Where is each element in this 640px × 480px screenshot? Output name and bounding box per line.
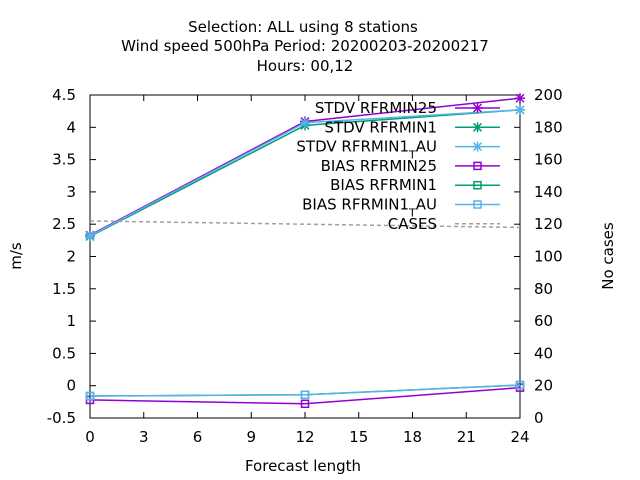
legend-label: CASES — [388, 215, 437, 233]
y-tick-label: 2 — [66, 248, 76, 266]
legend-label: BIAS RFRMIN25 — [321, 157, 437, 175]
y2-tick-label: 120 — [534, 215, 563, 233]
series-point — [300, 399, 310, 409]
x-tick-label: 24 — [510, 428, 529, 446]
chart-title-line-2: Wind speed 500hPa Period: 20200203-20200… — [121, 37, 489, 55]
x-tick-label: 21 — [457, 428, 476, 446]
series-point — [300, 117, 310, 128]
series-point — [300, 390, 310, 399]
y-tick-label: 1 — [66, 312, 76, 330]
series-point — [473, 180, 482, 190]
x-tick-label: 18 — [403, 428, 422, 446]
y2-tick-label: 160 — [534, 151, 563, 169]
y2-tick-label: 100 — [534, 248, 563, 266]
series-point — [472, 103, 483, 113]
legend-label: BIAS RFRMIN1TAU — [302, 196, 437, 220]
y-tick-label: 4.5 — [52, 86, 76, 104]
y-tick-label: 3.5 — [52, 151, 76, 169]
series-line — [89, 384, 521, 397]
y-tick-label: 4 — [66, 118, 76, 136]
y-tick-label: 0 — [66, 377, 76, 395]
legend-label: STDV RFRMIN1TAU — [296, 138, 437, 162]
series-point — [85, 391, 95, 401]
x-tick-label: 3 — [139, 428, 149, 446]
x-tick-label: 6 — [193, 428, 203, 446]
chart-title-line-3: Hours: 00,12 — [257, 57, 354, 75]
chart-title-line-1: Selection: ALL using 8 stations — [188, 18, 418, 36]
y2-tick-label: 200 — [534, 86, 563, 104]
series-point — [515, 380, 525, 390]
y2-tick-label: 180 — [534, 118, 563, 136]
y2-tick-label: 60 — [534, 312, 553, 330]
series-6 — [89, 220, 521, 229]
series-point — [473, 200, 482, 209]
series-point — [472, 141, 483, 152]
series-line — [89, 386, 521, 405]
series-2 — [85, 104, 525, 241]
legend-label: STDV RFRMIN25 — [315, 99, 437, 117]
legend-label: BIAS RFRMIN1 — [330, 176, 437, 194]
y2-tick-label: 20 — [534, 377, 553, 395]
y2-axis-label: No cases — [599, 222, 617, 290]
x-tick-label: 15 — [349, 428, 368, 446]
y-tick-label: 1.5 — [52, 280, 76, 298]
y2-tick-label: 140 — [534, 183, 563, 201]
x-tick-label: 12 — [295, 428, 314, 446]
y-tick-label: -0.5 — [47, 409, 76, 427]
series-point — [85, 230, 95, 241]
series-point — [515, 104, 525, 115]
series-5 — [85, 380, 525, 401]
axes: 0 3 6 9 12 15 18 21 24 -0.5 0 0.5 1 1.5 2 2.5 3 3.5 4 4.5 0 2… — [47, 86, 563, 446]
y-tick-label: 0.5 — [52, 344, 76, 362]
y2-tick-label: 80 — [534, 280, 553, 298]
y-tick-label: 2.5 — [52, 215, 76, 233]
y-axis-label: m/s — [7, 242, 25, 270]
y2-tick-label: 0 — [534, 409, 544, 427]
series-point — [472, 122, 483, 133]
plot-series — [85, 93, 525, 409]
series-0 — [85, 93, 525, 241]
y-tick-label: 3 — [66, 183, 76, 201]
series-point — [515, 93, 525, 104]
series-line — [89, 220, 521, 229]
x-tick-label: 0 — [85, 428, 95, 446]
y2-tick-label: 40 — [534, 344, 553, 362]
series-point — [473, 161, 482, 171]
legend-label: STDV RFRMIN1 — [324, 118, 437, 136]
x-axis-label: Forecast length — [245, 457, 361, 475]
x-tick-label: 9 — [246, 428, 256, 446]
